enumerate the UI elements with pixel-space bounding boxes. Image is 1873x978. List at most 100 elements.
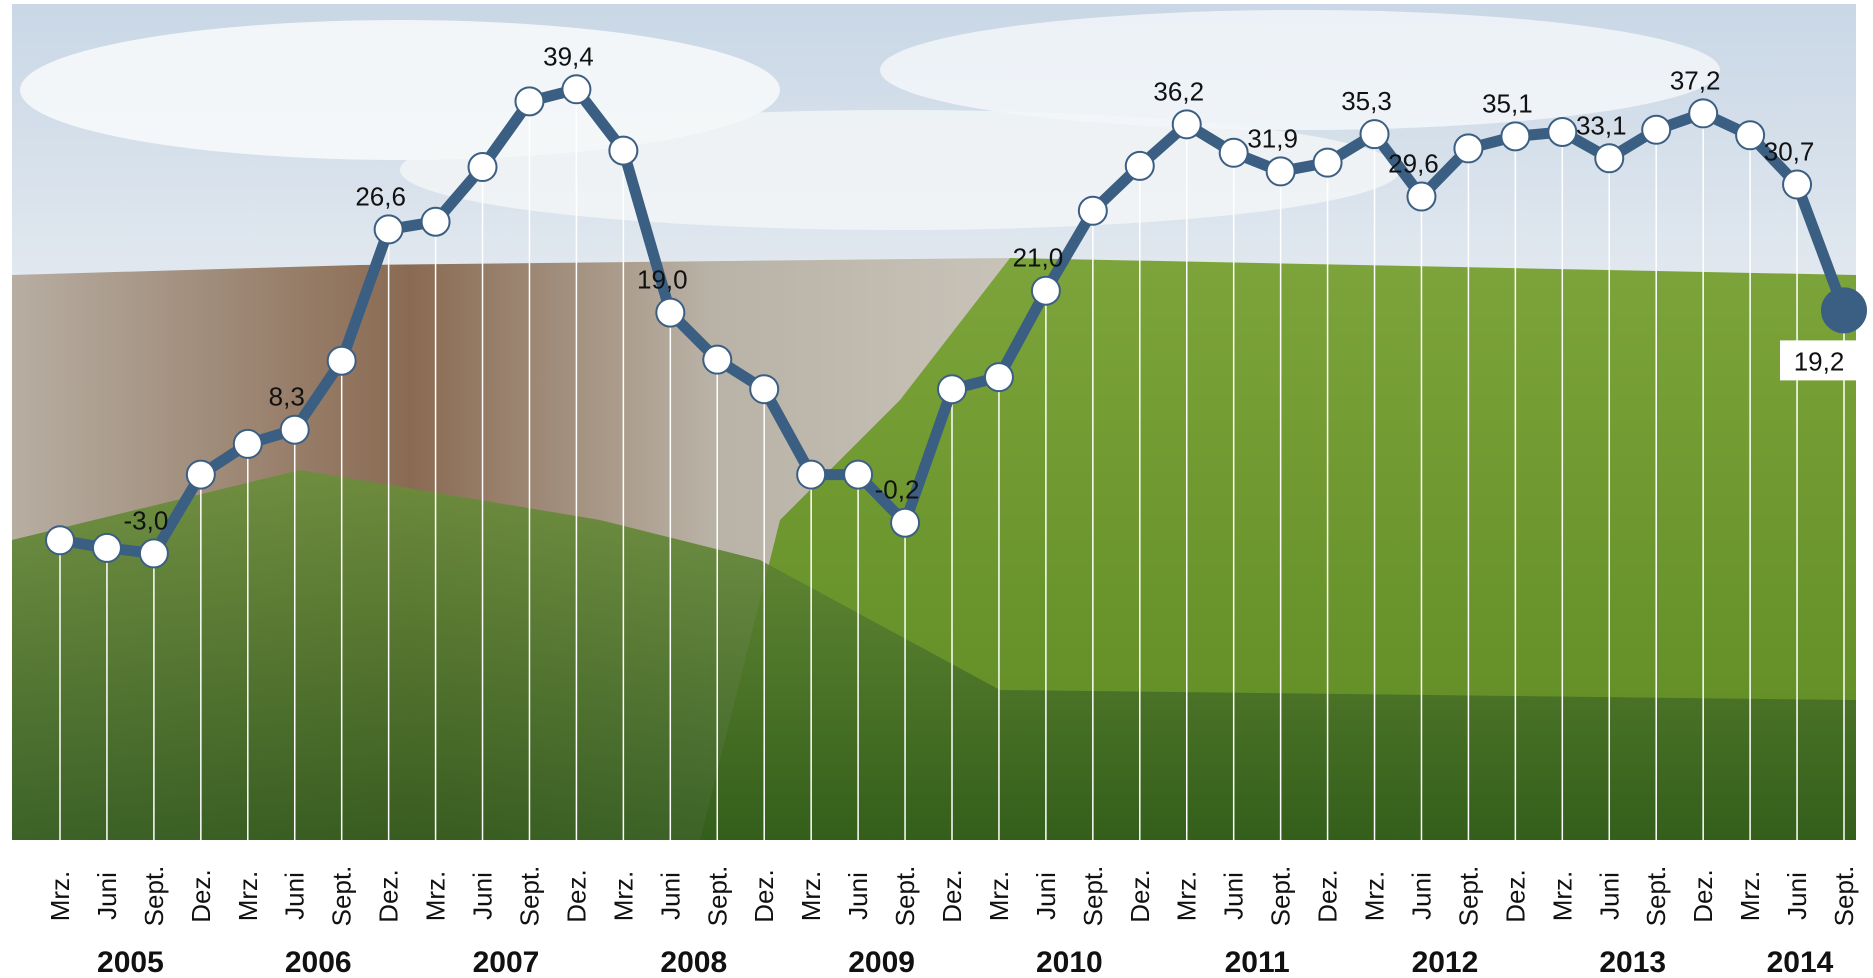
- year-label: 2006: [285, 946, 352, 978]
- year-label: 2010: [1036, 946, 1103, 978]
- x-tick-label: Juni: [1782, 872, 1812, 920]
- x-tick-label: Sept.: [702, 866, 732, 927]
- x-tick-label: Sept.: [327, 866, 357, 927]
- x-tick-label: Mrz.: [984, 871, 1014, 922]
- point: [514, 86, 545, 117]
- data-label: 33,1: [1576, 110, 1627, 140]
- x-tick-label: Juni: [1031, 872, 1061, 920]
- point: [1453, 133, 1484, 164]
- data-label: -3,0: [123, 505, 168, 535]
- x-tick-label: Mrz.: [796, 871, 826, 922]
- x-tick-label: Dez.: [374, 869, 404, 922]
- data-label: 26,6: [355, 181, 406, 211]
- point: [843, 459, 874, 490]
- point: [138, 538, 169, 569]
- point: [326, 345, 357, 376]
- x-tick-label: Mrz.: [608, 871, 638, 922]
- point: [1406, 181, 1437, 212]
- x-tick-label: Sept.: [139, 866, 169, 927]
- data-label: 37,2: [1670, 65, 1721, 95]
- x-tick-label: Dez.: [1125, 869, 1155, 922]
- data-label: 21,0: [1013, 243, 1064, 273]
- x-axis: Mrz. Juni Sept. Dez. Mrz. Juni Sept. Dez. Mrz. Ju…: [45, 866, 1859, 978]
- point: [1735, 120, 1766, 151]
- x-tick-label: Dez.: [937, 869, 967, 922]
- year-label: 2007: [473, 946, 540, 978]
- x-tick-label: Mrz.: [233, 871, 263, 922]
- point: [796, 459, 827, 490]
- data-label: 30,7: [1764, 137, 1815, 167]
- x-tick-label: Mrz.: [1360, 871, 1390, 922]
- data-label: 35,3: [1341, 86, 1392, 116]
- year-label: 2011: [1225, 946, 1290, 978]
- point: [91, 532, 122, 563]
- data-label: 36,2: [1153, 76, 1204, 106]
- data-label: -0,2: [875, 475, 920, 505]
- x-tick-label: Juni: [1406, 872, 1436, 920]
- x-tick-label: Mrz.: [1735, 871, 1765, 922]
- guide-lines: [59, 89, 1845, 840]
- point: [232, 428, 263, 459]
- x-tick-label: Sept.: [514, 866, 544, 927]
- point: [1500, 121, 1531, 152]
- point: [1688, 98, 1719, 129]
- data-label: 19,0: [637, 265, 688, 295]
- x-tick-label: Dez.: [1688, 869, 1718, 922]
- point: [608, 135, 639, 166]
- x-tick-label: Juni: [1219, 872, 1249, 920]
- point: [749, 374, 780, 405]
- plot: -3,0 8,3 26,6 39,4 19,0 -0,2 21,0 36,2 31,9 35,3 2…: [45, 41, 1867, 569]
- x-tick-label: Juni: [1594, 872, 1624, 920]
- data-label: 31,9: [1247, 123, 1298, 153]
- x-tick-label: Juni: [92, 872, 122, 920]
- point: [702, 344, 733, 375]
- point: [1782, 169, 1813, 200]
- point: [983, 362, 1014, 393]
- x-tick-label: Mrz.: [45, 871, 75, 922]
- year-label: 2012: [1412, 946, 1479, 978]
- year-label: 2014: [1767, 946, 1834, 978]
- x-tick-label: Sept.: [1453, 866, 1483, 927]
- x-tick-label: Mrz.: [1172, 871, 1202, 922]
- point: [561, 74, 592, 105]
- x-tick-label: Dez.: [1500, 869, 1530, 922]
- year-label: 2009: [848, 946, 915, 978]
- data-label: 35,1: [1482, 88, 1533, 118]
- x-tick-label: Mrz.: [421, 871, 451, 922]
- x-tick-label: Dez.: [561, 869, 591, 922]
- data-label: 29,6: [1388, 149, 1439, 179]
- data-label: 8,3: [269, 382, 305, 412]
- x-tick-label: Juni: [280, 872, 310, 920]
- x-tick-label: Dez.: [749, 869, 779, 922]
- year-label: 2005: [97, 946, 164, 978]
- year-label: 2008: [660, 946, 727, 978]
- point: [279, 414, 310, 445]
- x-tick-label: Juni: [655, 872, 685, 920]
- x-tick-label: Sept.: [1641, 866, 1671, 927]
- label-box: [1780, 340, 1858, 381]
- point: [1821, 287, 1867, 334]
- x-tick-label: Sept.: [1266, 866, 1296, 927]
- point: [1265, 156, 1296, 187]
- point: [1124, 150, 1155, 181]
- x-tick-label: Juni: [468, 872, 498, 920]
- point: [890, 507, 921, 538]
- x-tick-label: Sept.: [1078, 866, 1108, 927]
- point: [373, 214, 404, 245]
- point: [1594, 143, 1625, 174]
- point: [45, 525, 75, 556]
- point: [1030, 275, 1061, 306]
- point: [1218, 137, 1249, 168]
- point: [467, 152, 498, 183]
- point: [420, 206, 451, 237]
- point: [1312, 147, 1343, 178]
- background-photo: [12, 4, 1856, 840]
- point: [1547, 116, 1578, 147]
- x-tick-label: Mrz.: [1547, 871, 1577, 922]
- x-tick-label: Juni: [843, 872, 873, 920]
- point: [1077, 195, 1108, 226]
- point: [1359, 119, 1390, 150]
- data-label: 39,4: [543, 41, 594, 71]
